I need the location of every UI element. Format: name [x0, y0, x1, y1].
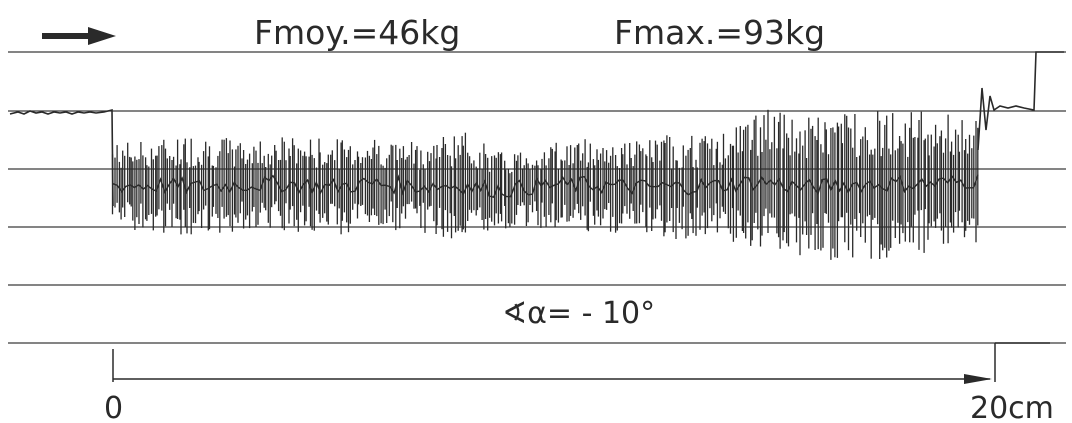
force-trace: [111, 109, 979, 260]
scale-arrowhead: [964, 374, 992, 384]
arrow-right-icon: [42, 27, 116, 45]
scale-start-label: 0: [104, 391, 123, 423]
max-force-label: Fmax.=93kg: [614, 13, 825, 52]
arrow-shaft: [42, 33, 90, 39]
scale-end-label: 20cm: [970, 391, 1054, 423]
arrow-head: [88, 27, 116, 45]
distance-scale: [112, 342, 1050, 382]
mean-force-label: Fmoy.=46kg: [254, 13, 460, 52]
trace-midline: [112, 174, 979, 199]
post-trace: [977, 51, 1064, 151]
pre-trace: [9, 108, 114, 207]
angle-label: ∢α= - 10°: [502, 296, 655, 331]
